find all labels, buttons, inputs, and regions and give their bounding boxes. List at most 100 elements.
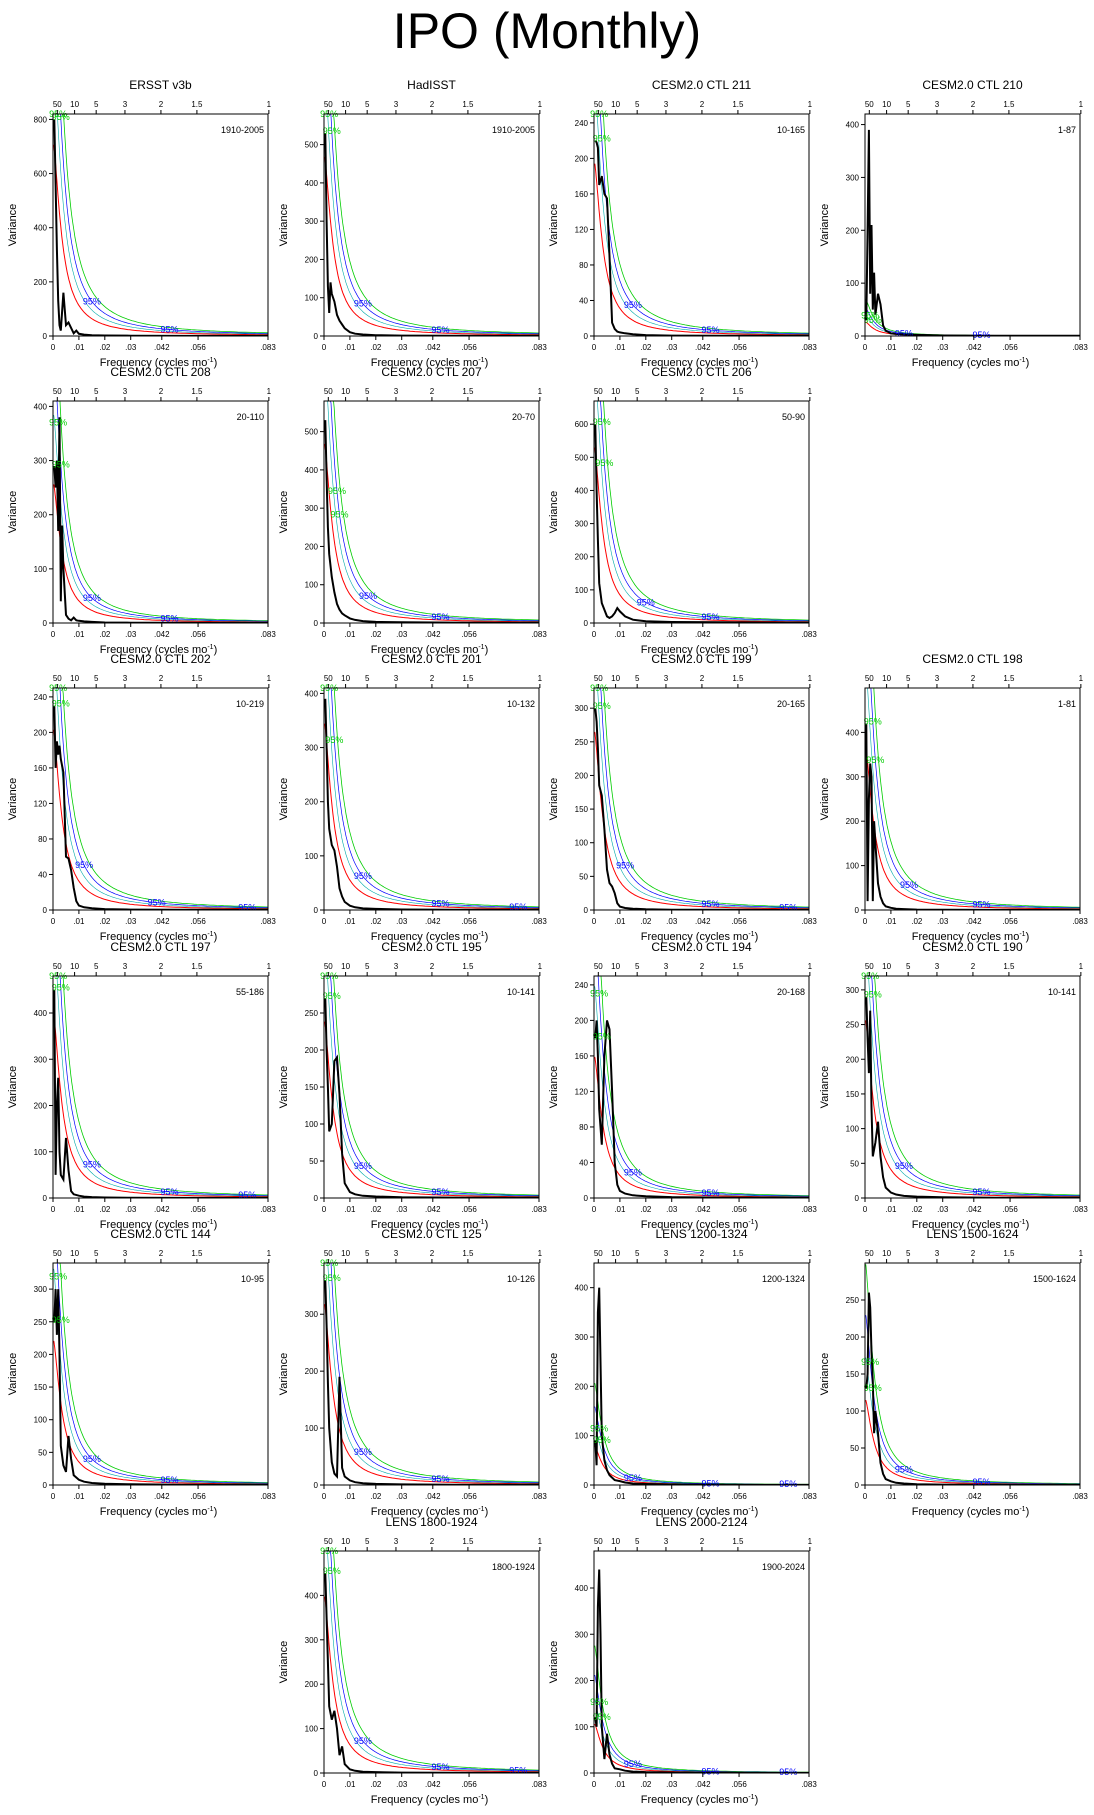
y-tick-label: 0 <box>584 1769 589 1778</box>
ci-label: 95% <box>83 1454 101 1464</box>
x-axis-label-main: Frequency (cycles mo <box>100 644 208 656</box>
x-tick-label: .042 <box>425 1492 441 1501</box>
period-tick-label: 1 <box>808 387 813 396</box>
y-tick-label: 200 <box>575 771 589 780</box>
y-tick-label: 200 <box>34 511 48 520</box>
x-tick-label: .02 <box>640 917 652 926</box>
period-tick-label: 3 <box>664 1537 669 1546</box>
x-tick-label: .02 <box>370 1780 382 1789</box>
y-tick-label: 300 <box>846 173 860 182</box>
y-tick-label: 100 <box>305 1120 319 1129</box>
y-tick-label: 200 <box>305 542 319 551</box>
red-noise-curve <box>53 729 268 910</box>
ci-label: 95% <box>354 1161 372 1171</box>
period-label: 10-219 <box>236 699 264 709</box>
panel-title: CESM2.0 CTL 211 <box>652 78 752 92</box>
y-axis-label: Variance <box>548 1066 560 1109</box>
period-tick-label: 1 <box>538 674 543 683</box>
period-label: 50-90 <box>782 412 805 422</box>
x-tick-label: .042 <box>154 343 170 352</box>
y-tick-label: 250 <box>846 1296 860 1305</box>
confidence-curve-green <box>594 688 809 908</box>
x-axis-label-main: Frequency (cycles mo <box>100 1506 208 1518</box>
spectrum-line <box>865 1292 1080 1485</box>
y-tick-label: 0 <box>584 332 589 341</box>
period-tick-label: 1 <box>1079 1249 1084 1258</box>
period-tick-label: 5 <box>906 100 911 109</box>
x-tick-label: .03 <box>125 917 137 926</box>
panel-title: CESM2.0 CTL 201 <box>381 652 482 666</box>
ci-label: 95% <box>702 899 720 909</box>
period-tick-label: 10 <box>611 387 620 396</box>
y-tick-label: 300 <box>846 986 860 995</box>
ci-label: 95% <box>52 983 70 993</box>
curves <box>53 114 268 336</box>
panel-title: LENS 1200-1324 <box>655 1227 747 1241</box>
period-tick-label: 3 <box>394 387 399 396</box>
confidence-curve-blue <box>53 688 268 909</box>
ci-label: 95% <box>895 1465 913 1475</box>
spectrum-line <box>324 133 539 336</box>
x-axis-label-main: Frequency (cycles mo <box>100 931 208 943</box>
ci-label: 95% <box>593 134 611 144</box>
y-tick-label: 40 <box>579 296 588 305</box>
period-tick-label: 3 <box>664 100 669 109</box>
period-tick-label: 3 <box>394 1249 399 1258</box>
confidence-curve-green <box>865 1264 1080 1484</box>
y-tick-label: 100 <box>846 279 860 288</box>
y-tick-label: 300 <box>575 704 589 713</box>
y-tick-label: 100 <box>305 1424 319 1433</box>
ci-label: 95% <box>702 1188 720 1198</box>
ci-label: 95% <box>323 1566 341 1576</box>
confidence-curve-blue <box>324 401 539 622</box>
y-tick-label: 100 <box>575 1432 589 1441</box>
y-tick-label: 0 <box>43 1194 48 1203</box>
x-tick-label: 0 <box>51 1492 56 1501</box>
y-tick-label: 250 <box>575 738 589 747</box>
x-axis-label-sup: -1 <box>478 1219 484 1226</box>
ci-label: 95% <box>590 989 608 999</box>
x-axis-label: Frequency (cycles mo-1) <box>641 1794 759 1806</box>
ci-label: 95% <box>354 1736 372 1746</box>
x-axis-label: Frequency (cycles mo-1) <box>100 1506 218 1518</box>
y-axis-label: Variance <box>819 1066 831 1109</box>
spectrum-line <box>324 420 539 623</box>
x-tick-label: .02 <box>911 917 923 926</box>
curves <box>53 401 268 623</box>
period-tick-label: 50 <box>324 387 333 396</box>
panel-title: HadISST <box>407 78 456 92</box>
x-axis-label-close: ) <box>755 931 759 943</box>
period-tick-label: 50 <box>53 962 62 971</box>
y-tick-label: 0 <box>584 1481 589 1490</box>
red-noise-curve <box>53 144 268 336</box>
confidence-curve-blue <box>594 688 809 909</box>
period-tick-label: 2 <box>700 1249 705 1258</box>
curves <box>865 129 1080 336</box>
x-tick-label: .042 <box>154 630 170 639</box>
x-axis-label: Frequency (cycles mo-1) <box>641 357 759 369</box>
x-axis-label: Frequency (cycles mo-1) <box>371 931 489 943</box>
x-tick-label: .083 <box>1072 343 1088 352</box>
spectrum-line <box>594 708 809 910</box>
y-tick-label: 300 <box>305 1310 319 1319</box>
period-tick-label: 3 <box>935 1249 940 1258</box>
x-axis-label-sup: -1 <box>748 1794 754 1801</box>
period-label: 20-70 <box>512 412 535 422</box>
confidence-curve-blue <box>594 114 809 335</box>
x-axis-label-sup: -1 <box>1019 1506 1025 1513</box>
y-tick-label: 100 <box>305 852 319 861</box>
period-tick-label: 10 <box>70 674 79 683</box>
x-tick-label: .03 <box>937 1205 949 1214</box>
x-tick-label: .03 <box>125 343 137 352</box>
period-tick-label: 3 <box>664 674 669 683</box>
ci-label: 95% <box>83 593 101 603</box>
period-tick-label: 2 <box>430 674 435 683</box>
confidence-curve-blue <box>53 1263 268 1484</box>
x-tick-label: .01 <box>73 1205 85 1214</box>
y-tick-label: 300 <box>575 1333 589 1342</box>
y-tick-label: 160 <box>34 764 48 773</box>
period-label: 10-141 <box>507 987 535 997</box>
spectrum-line <box>594 1020 809 1198</box>
curves <box>53 688 268 910</box>
